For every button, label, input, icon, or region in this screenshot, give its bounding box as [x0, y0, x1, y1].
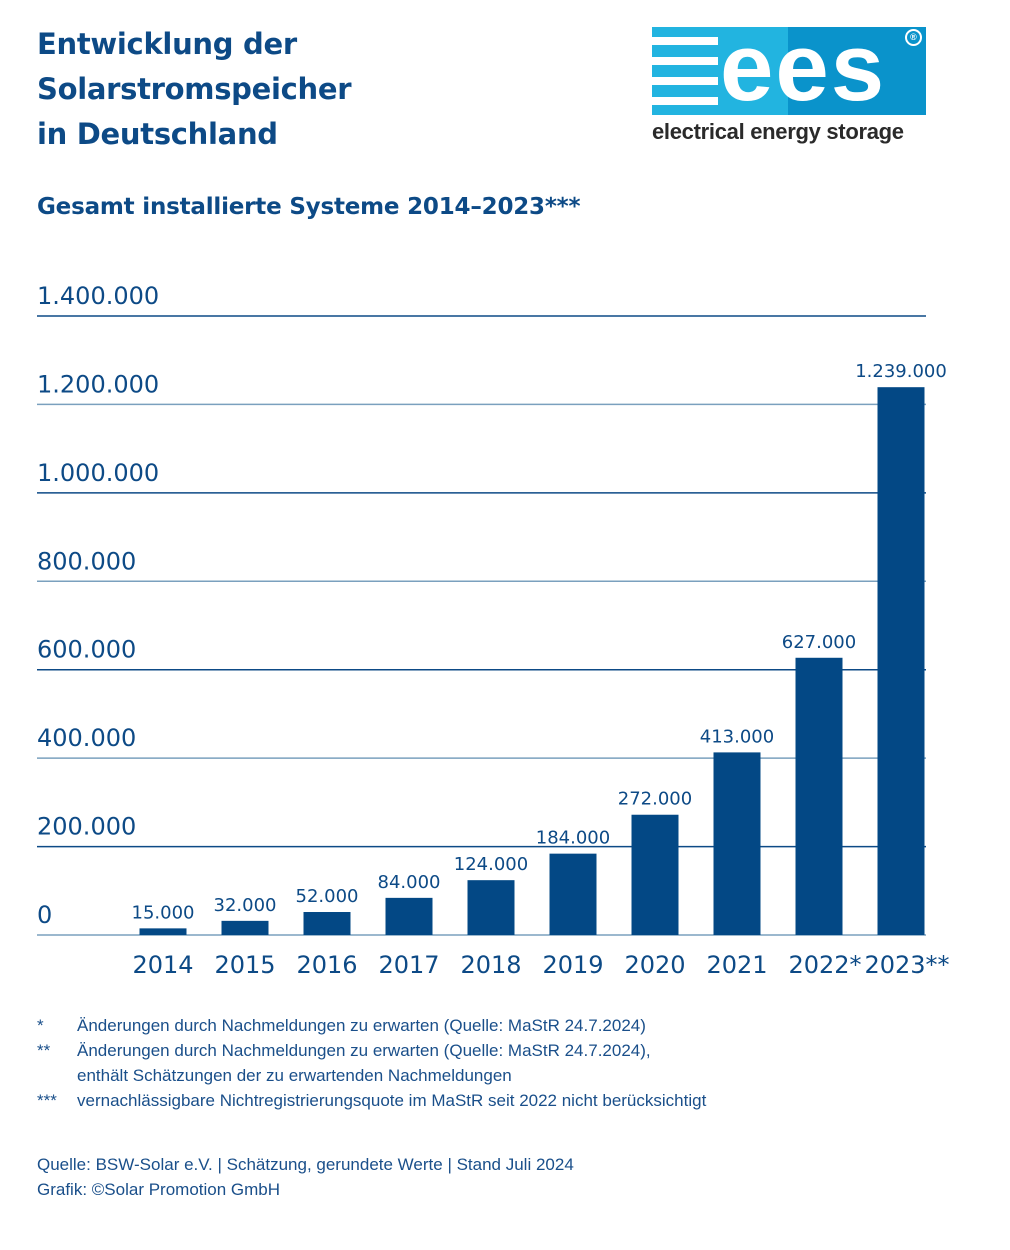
bar	[139, 928, 187, 935]
value-label: 627.000	[782, 632, 856, 653]
value-label: 52.000	[296, 886, 359, 907]
y-tick-label: 600.000	[37, 636, 136, 664]
y-axis-labels: 0 200.000 400.000 600.000 800.000 1.000.000 1.…	[37, 282, 159, 929]
footnote-text: Änderungen durch Nachmeldungen zu erwart…	[77, 1038, 651, 1088]
logo-stripe	[652, 37, 718, 45]
value-label: 1.239.000	[855, 361, 947, 382]
logo-stripe	[652, 97, 718, 105]
footnote-mark: **	[37, 1041, 51, 1060]
logo-stripe	[652, 77, 718, 85]
y-tick-label: 1.000.000	[37, 459, 159, 487]
y-tick-label: 0	[37, 901, 52, 929]
bar	[631, 814, 679, 935]
footnote: *** vernachlässigbare Nichtregistrierung…	[37, 1088, 706, 1113]
y-tick-label: 200.000	[37, 813, 136, 841]
x-tick-label: 2014	[132, 951, 193, 979]
x-tick-label: 2023**	[864, 951, 949, 979]
bar-chart: 0 200.000 400.000 600.000 800.000 1.000.000 1.…	[37, 282, 950, 979]
value-label: 184.000	[536, 828, 610, 849]
chart-title: Entwicklung der Solarstromspeicher in De…	[37, 22, 352, 157]
footnote-mark: ***	[37, 1091, 57, 1110]
footnotes: * Änderungen durch Nachmeldungen zu erwa…	[37, 1013, 706, 1113]
y-tick-label: 1.200.000	[37, 370, 159, 398]
logo-letters: ees	[720, 27, 887, 115]
x-tick-label: 2021	[706, 951, 767, 979]
bar	[795, 657, 843, 935]
title-line: Solarstromspeicher	[37, 72, 352, 106]
x-tick-label: 2015	[214, 951, 275, 979]
value-label: 413.000	[700, 726, 774, 747]
value-label: 84.000	[378, 872, 441, 893]
title-line: Entwicklung der	[37, 27, 297, 61]
bar	[467, 880, 515, 935]
bars	[139, 387, 925, 935]
registered-icon: ®	[905, 29, 922, 46]
footnote: ** Änderungen durch Nachmeldungen zu erw…	[37, 1038, 706, 1088]
ees-logo-mark: ees ®	[652, 27, 926, 115]
value-label: 124.000	[454, 854, 528, 875]
bar	[221, 920, 269, 935]
title-line: in Deutschland	[37, 117, 278, 151]
chart-subtitle: Gesamt installierte Systeme 2014–2023***	[37, 194, 581, 220]
logo-tagline: electrical energy storage	[652, 119, 904, 144]
graphic-credit: Grafik: ©Solar Promotion GmbH	[37, 1180, 281, 1199]
x-tick-label: 2020	[624, 951, 685, 979]
value-label: 32.000	[214, 895, 277, 916]
y-tick-label: 800.000	[37, 547, 136, 575]
value-label: 15.000	[132, 902, 195, 923]
footnote-text: vernachlässigbare Nichtregistrierungsquo…	[77, 1091, 707, 1110]
x-tick-label: 2017	[378, 951, 439, 979]
footnote-text-line: Änderungen durch Nachmeldungen zu erwart…	[77, 1041, 651, 1060]
x-tick-label: 2016	[296, 951, 357, 979]
bar	[713, 752, 761, 935]
value-label: 272.000	[618, 789, 692, 810]
ees-logo: ees ® electrical energy storage	[652, 27, 926, 145]
footnote-text-line: enthält Schätzungen der zu erwartenden N…	[77, 1066, 512, 1085]
logo-stripe	[652, 57, 718, 65]
y-tick-label: 1.400.000	[37, 282, 159, 310]
value-labels: 15.000 32.000 52.000 84.000 124.000 184.000 27…	[132, 361, 947, 923]
x-axis-labels: 2014 2015 2016 2017 2018 2019 2020 2021 2022* 202…	[132, 951, 949, 979]
x-tick-label: 2022*	[788, 951, 861, 979]
gridlines	[37, 315, 926, 936]
footnote-mark: *	[37, 1016, 44, 1035]
bar	[549, 853, 597, 935]
source-line: Quelle: BSW-Solar e.V. | Schätzung, geru…	[37, 1155, 574, 1174]
x-tick-label: 2018	[460, 951, 521, 979]
footnote: * Änderungen durch Nachmeldungen zu erwa…	[37, 1013, 706, 1038]
bar	[877, 387, 925, 935]
bar	[385, 897, 433, 935]
y-tick-label: 400.000	[37, 724, 136, 752]
x-tick-label: 2019	[542, 951, 603, 979]
logo-dark-panel	[788, 27, 926, 115]
footnote-text: Änderungen durch Nachmeldungen zu erwart…	[77, 1016, 646, 1035]
bar	[303, 912, 351, 935]
source-credits: Quelle: BSW-Solar e.V. | Schätzung, geru…	[37, 1152, 574, 1202]
